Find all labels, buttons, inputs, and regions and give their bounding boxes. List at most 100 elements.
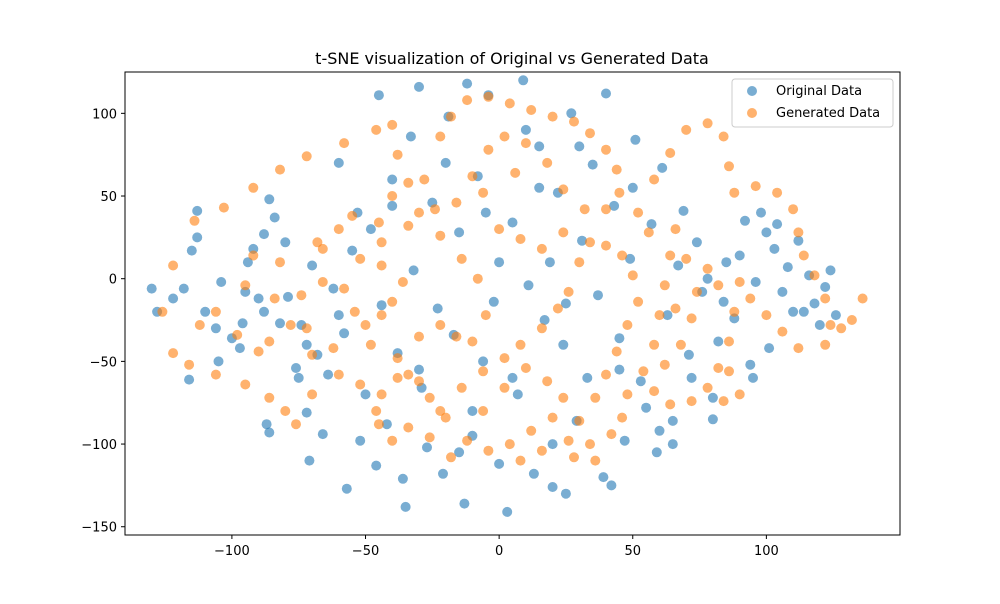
data-point	[750, 181, 761, 192]
data-point	[654, 425, 665, 436]
data-point	[820, 293, 831, 304]
data-point	[601, 204, 611, 215]
data-point	[683, 349, 694, 360]
data-point	[547, 439, 558, 450]
data-point	[681, 124, 692, 135]
data-point	[454, 227, 465, 238]
data-point	[365, 339, 376, 350]
data-point	[376, 260, 387, 271]
data-point	[830, 310, 841, 321]
data-point	[178, 283, 189, 294]
data-point	[339, 328, 350, 339]
data-point	[365, 224, 376, 235]
data-point	[675, 339, 686, 350]
data-point	[528, 468, 539, 479]
data-point	[536, 445, 547, 456]
data-point	[435, 230, 446, 241]
data-point	[761, 310, 772, 321]
data-point	[526, 105, 537, 115]
data-point	[678, 205, 689, 216]
data-point	[403, 177, 414, 188]
data-point	[467, 336, 478, 347]
data-point	[213, 356, 224, 367]
data-point	[200, 306, 211, 317]
data-point	[168, 293, 179, 304]
data-point	[665, 250, 676, 261]
data-point	[240, 280, 251, 291]
data-point	[857, 293, 868, 304]
data-point	[745, 359, 756, 370]
data-point	[405, 131, 416, 142]
data-point	[253, 346, 264, 357]
data-point	[184, 374, 195, 385]
data-point	[360, 389, 371, 400]
y-tick-label: −150	[81, 521, 117, 536]
data-point	[424, 392, 435, 403]
data-point	[574, 415, 585, 426]
plot-frame	[124, 71, 901, 536]
data-point	[376, 300, 387, 311]
data-point	[536, 243, 547, 254]
data-point	[617, 412, 628, 423]
data-point	[659, 359, 670, 370]
data-point	[392, 372, 403, 383]
data-point	[702, 263, 713, 274]
data-point	[665, 399, 676, 410]
data-point	[414, 364, 424, 375]
data-point	[563, 435, 574, 446]
data-point	[574, 141, 585, 152]
data-point	[478, 366, 489, 377]
data-point	[397, 277, 408, 287]
data-point	[793, 227, 804, 238]
data-point	[480, 310, 491, 321]
data-point	[633, 207, 644, 218]
data-point	[317, 429, 328, 440]
data-point	[392, 353, 403, 364]
data-point	[707, 414, 718, 425]
data-point	[210, 306, 221, 317]
data-point	[718, 396, 729, 407]
data-point	[304, 455, 315, 466]
data-point	[777, 326, 788, 337]
data-point	[547, 482, 558, 492]
data-point	[194, 320, 205, 330]
data-point	[333, 369, 344, 380]
data-point	[788, 306, 799, 317]
data-point	[301, 407, 312, 418]
data-point	[507, 217, 518, 228]
data-point	[630, 134, 641, 145]
data-point	[745, 293, 756, 304]
data-point	[512, 389, 523, 400]
data-point	[609, 200, 620, 211]
data-point	[718, 296, 729, 307]
data-point	[403, 422, 414, 433]
data-point	[504, 98, 515, 109]
data-point	[809, 298, 820, 309]
data-point	[168, 260, 179, 271]
data-point	[403, 369, 414, 380]
data-point	[649, 339, 660, 350]
data-point	[371, 406, 382, 416]
x-tick-label: 0	[495, 544, 503, 559]
data-point	[403, 220, 414, 231]
x-tick-label: 50	[624, 544, 641, 559]
data-point	[622, 389, 633, 400]
data-point	[788, 204, 799, 215]
data-point	[702, 382, 713, 393]
data-point	[462, 95, 473, 106]
data-point	[483, 445, 494, 456]
data-point	[285, 320, 296, 330]
data-point	[371, 124, 382, 135]
data-point	[651, 447, 662, 458]
data-point	[825, 320, 836, 330]
data-point	[547, 412, 558, 423]
legend: Original Data Generated Data	[731, 78, 894, 128]
data-point	[627, 182, 638, 193]
data-point	[702, 118, 713, 129]
data-point	[673, 260, 684, 271]
data-point	[772, 187, 783, 198]
data-point	[483, 144, 494, 155]
data-point	[430, 204, 440, 215]
data-point	[560, 488, 571, 499]
data-point	[552, 303, 563, 314]
